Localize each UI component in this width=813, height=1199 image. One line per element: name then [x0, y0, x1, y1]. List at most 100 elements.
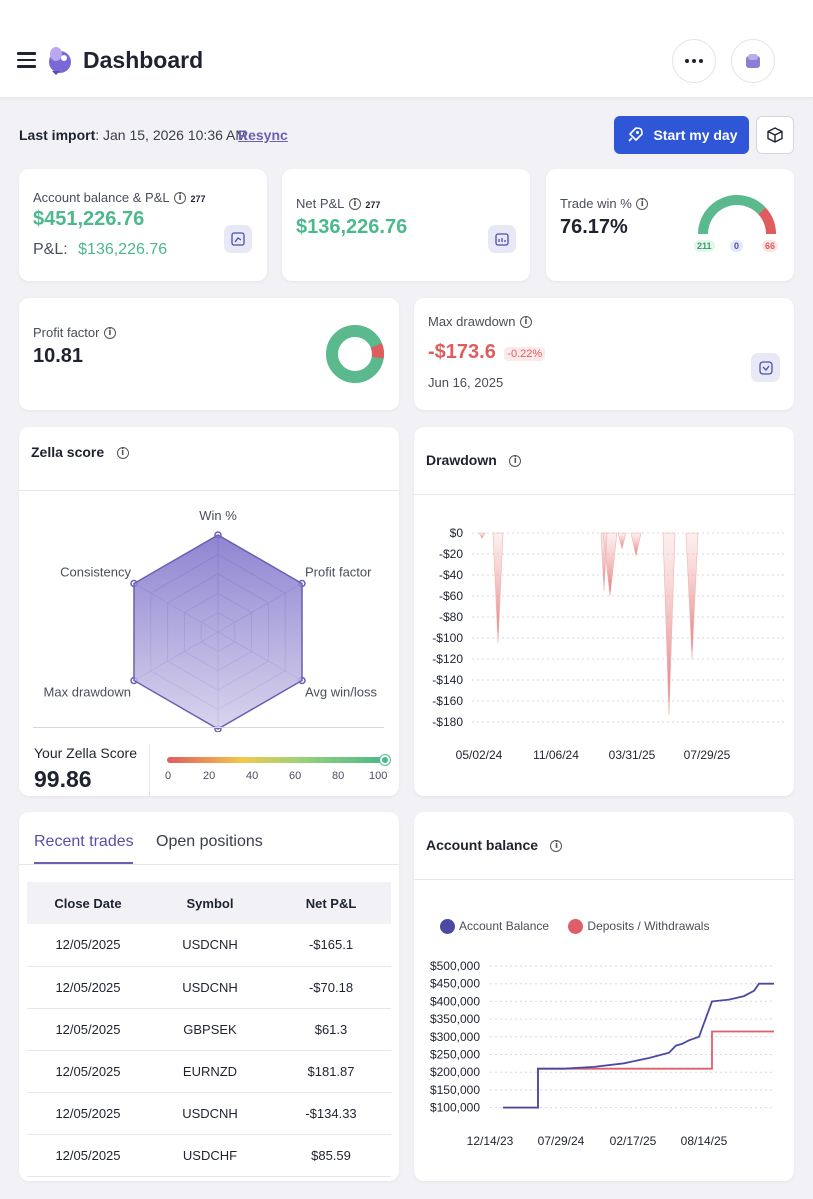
account-balance-card: Account balance & P&L i 277 $451,226.76 … — [19, 169, 267, 281]
symbol-cell: USDCNH — [149, 924, 271, 967]
chart-legend: Account Balance Deposits / Withdrawals — [440, 919, 710, 935]
symbol-cell: USDCNH — [149, 1092, 271, 1135]
y-tick-label: -$140 — [432, 673, 463, 687]
pnl-label: P&L: — [33, 241, 68, 258]
profit-factor-label-row: Profit factor i — [33, 324, 116, 342]
tab-recent-trades[interactable]: Recent trades — [34, 833, 134, 850]
x-tick-label: 12/14/23 — [467, 1134, 514, 1148]
table-row[interactable]: 12/05/2025 USDCNH -$134.33 — [27, 1092, 391, 1135]
drawdown-x-labels: 05/02/24 11/06/24 03/31/25 07/29/25 — [456, 748, 731, 762]
start-my-day-button[interactable]: Start my day — [614, 116, 749, 154]
more-options-button[interactable] — [672, 39, 716, 83]
y-tick-label: $200,000 — [430, 1065, 480, 1079]
max-drawdown-card: Max drawdown i -$173.6 -0.22% Jun 16, 20… — [414, 298, 794, 410]
net-pnl-cell: $85.59 — [271, 1134, 391, 1177]
app-logo-icon — [49, 47, 71, 75]
drawdown-grid: $0 -$20 -$40 -$60 -$80 -$100 -$120 -$140 -$160 -$… — [432, 526, 786, 729]
active-tab-indicator — [34, 862, 133, 864]
tab-open-positions[interactable]: Open positions — [156, 833, 263, 850]
info-icon[interactable]: i — [550, 839, 563, 852]
y-tick-label: -$160 — [432, 694, 463, 708]
legend-label: Deposits / Withdrawals — [587, 919, 710, 933]
y-tick-label: $100,000 — [430, 1101, 480, 1115]
symbol-cell: EURNZD — [149, 1050, 271, 1093]
balance-line — [503, 982, 774, 1109]
y-tick-label: $350,000 — [430, 1012, 480, 1026]
drawdown-area — [492, 532, 504, 644]
avatar-button[interactable] — [731, 39, 775, 83]
column-header[interactable]: Close Date — [27, 882, 149, 924]
scale-label: 0 — [165, 770, 172, 782]
net-pnl-cell: $61.3 — [271, 1008, 391, 1051]
info-icon[interactable]: i — [174, 191, 187, 204]
profit-factor-donut — [326, 325, 384, 383]
scale-label: 40 — [246, 770, 259, 782]
radar-axis-label: Consistency — [60, 565, 131, 580]
info-icon[interactable]: i — [116, 446, 129, 459]
cube-icon — [767, 127, 783, 143]
radar-axis-label: Max drawdown — [44, 685, 131, 700]
account-balance-action-button[interactable] — [224, 225, 252, 253]
gauge-win-arc — [698, 195, 766, 235]
net-pnl-action-button[interactable] — [488, 225, 516, 253]
last-import-text: Last import: Jan 15, 2026 10:36 AM — [19, 127, 247, 143]
account-balance-label: Account balance & P&L — [33, 190, 170, 205]
legend-item-account-balance[interactable]: Account Balance — [440, 919, 552, 935]
x-tick-label: 11/06/24 — [533, 748, 579, 762]
close-date-cell: 12/05/2025 — [27, 1134, 149, 1177]
net-pnl-label: Net P&L — [296, 196, 345, 211]
breakeven-count-badge: 0 — [730, 240, 744, 252]
y-tick-label: $150,000 — [430, 1083, 480, 1097]
zella-score-value: 99.86 — [34, 766, 92, 792]
your-score-label: Your Zella Score — [34, 745, 137, 761]
drawdown-area — [685, 532, 699, 660]
widgets-button[interactable] — [756, 116, 794, 154]
win-rate-gauge — [698, 195, 776, 235]
score-gradient-bar — [167, 757, 385, 763]
account-balance-chart-card: Account balance i Account Balance Deposi… — [414, 812, 794, 1181]
max-drawdown-action-button[interactable] — [751, 353, 780, 382]
calendar-icon — [495, 233, 509, 246]
resync-link[interactable]: Resync — [238, 127, 288, 143]
table-row[interactable]: 12/05/2025 EURNZD $181.87 — [27, 1050, 391, 1093]
radar-axis-label: Avg win/loss — [305, 685, 378, 700]
table-row[interactable]: 12/05/2025 USDCNH -$70.18 — [27, 966, 391, 1009]
info-icon[interactable]: i — [348, 197, 361, 210]
score-scale: 0 20 40 60 80 100 — [165, 770, 395, 784]
max-drawdown-value: -$173.6 — [428, 341, 496, 363]
table-row[interactable]: 12/05/2025 USDCHF $85.59 — [27, 1134, 391, 1177]
drawdown-chart: $0 -$20 -$40 -$60 -$80 -$100 -$120 -$140 -$160 -$… — [432, 526, 786, 762]
max-drawdown-label: Max drawdown — [428, 314, 516, 329]
max-drawdown-percent: -0.22% — [504, 346, 546, 361]
column-header[interactable]: Net P&L — [271, 882, 391, 924]
radar-score-polygon — [133, 534, 303, 730]
net-pnl-card: Net P&L i 277 $136,226.76 — [282, 169, 530, 281]
max-drawdown-label-row: Max drawdown i — [428, 313, 532, 331]
hamburger-menu-icon[interactable] — [17, 52, 36, 68]
divider — [414, 494, 794, 495]
profit-factor-card: Profit factor i 10.81 — [19, 298, 399, 410]
more-dots-icon — [685, 59, 703, 63]
column-header[interactable]: Symbol — [149, 882, 271, 924]
y-tick-label: -$120 — [432, 652, 463, 666]
zella-title-row: Zella score i — [31, 444, 129, 462]
symbol-cell: GBPSEK — [149, 1008, 271, 1051]
y-tick-label: $250,000 — [430, 1048, 480, 1062]
legend-item-deposits[interactable]: Deposits / Withdrawals — [568, 919, 710, 935]
table-row[interactable]: 12/05/2025 GBPSEK $61.3 — [27, 1008, 391, 1051]
wins-count-badge: 211 — [694, 240, 715, 252]
drawdown-title-row: Drawdown i — [426, 452, 522, 470]
trades-table: Close Date Symbol Net P&L 12/05/2025 USD… — [27, 882, 391, 1177]
trade-count-badge: 277 — [190, 194, 206, 204]
divider — [414, 879, 794, 880]
info-icon[interactable]: i — [519, 315, 532, 328]
table-row[interactable]: 12/05/2025 USDCNH -$165.1 — [27, 924, 391, 967]
info-icon[interactable]: i — [636, 197, 649, 210]
legend-swatch — [568, 919, 584, 935]
info-icon[interactable]: i — [103, 326, 116, 339]
close-date-cell: 12/05/2025 — [27, 1008, 149, 1051]
info-icon[interactable]: i — [509, 454, 522, 467]
table-header-row: Close Date Symbol Net P&L — [27, 882, 391, 924]
chart-icon — [758, 360, 773, 375]
